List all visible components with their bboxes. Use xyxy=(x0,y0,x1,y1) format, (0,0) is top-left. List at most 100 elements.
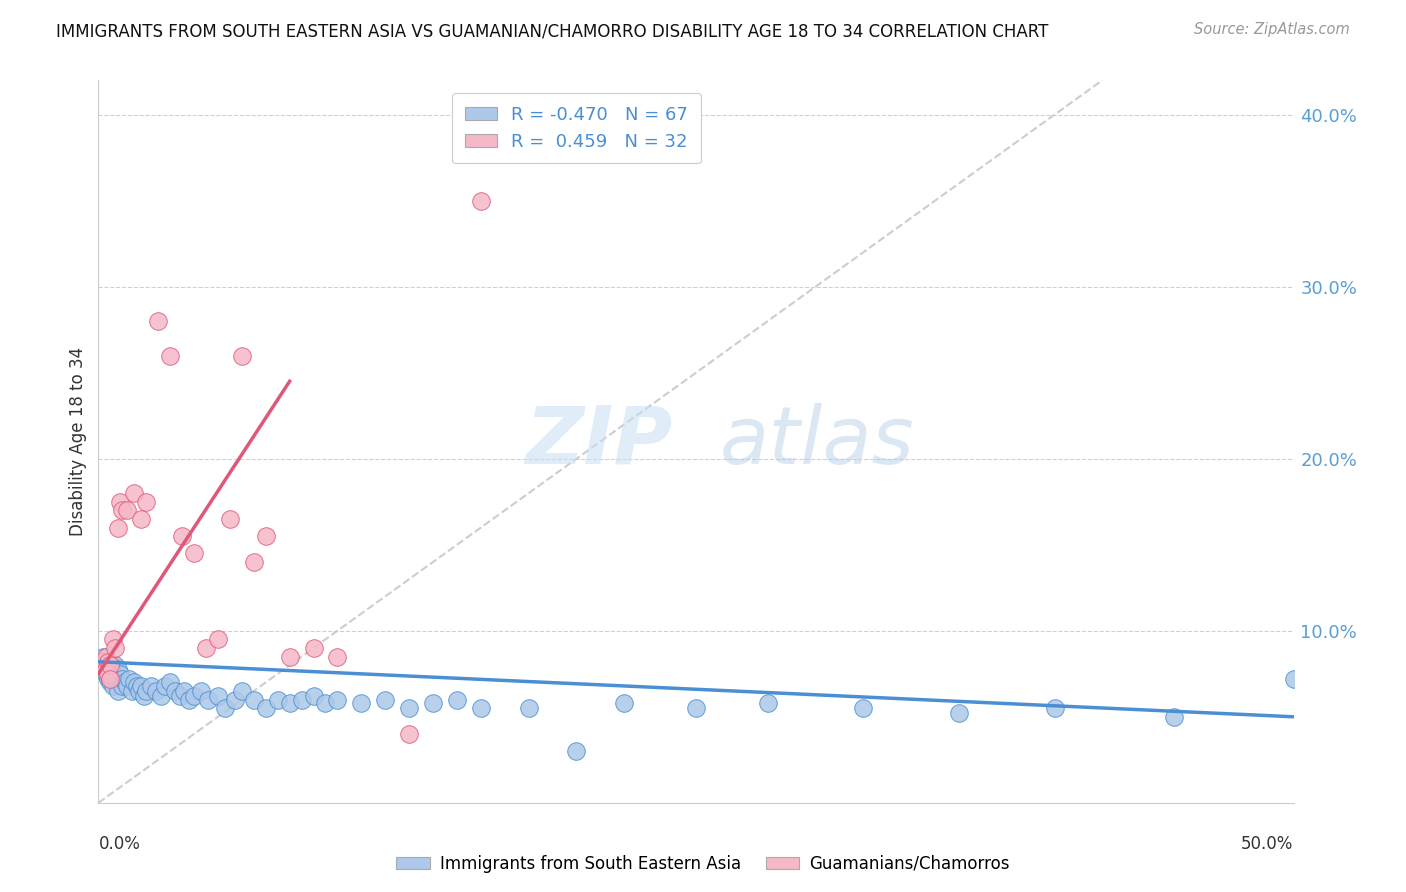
Point xyxy=(291,692,314,706)
Point xyxy=(104,640,127,655)
Point xyxy=(565,744,588,758)
Point xyxy=(470,701,492,715)
Point xyxy=(756,696,779,710)
Point xyxy=(173,684,195,698)
Point xyxy=(159,349,181,363)
Point xyxy=(125,679,148,693)
Point xyxy=(98,672,122,686)
Point xyxy=(124,675,146,690)
Point xyxy=(115,679,138,693)
Point xyxy=(183,546,205,560)
Point xyxy=(101,679,124,693)
Text: 0.0%: 0.0% xyxy=(98,835,141,854)
Point xyxy=(104,672,127,686)
Point xyxy=(278,649,301,664)
Point xyxy=(169,689,191,703)
Point xyxy=(422,696,444,710)
Legend: Immigrants from South Eastern Asia, Guamanians/Chamorros: Immigrants from South Eastern Asia, Guam… xyxy=(389,848,1017,880)
Point xyxy=(107,684,129,698)
Point xyxy=(94,662,117,676)
Point xyxy=(132,689,155,703)
Point xyxy=(114,675,136,690)
Text: atlas: atlas xyxy=(720,402,915,481)
Point xyxy=(398,701,420,715)
Point xyxy=(1282,672,1305,686)
Point xyxy=(149,689,172,703)
Point xyxy=(91,649,114,664)
Point xyxy=(139,679,162,693)
Point xyxy=(124,486,146,500)
Point xyxy=(315,696,337,710)
Point xyxy=(108,666,131,681)
Point xyxy=(111,672,134,686)
Point xyxy=(214,701,236,715)
Point xyxy=(118,672,141,686)
Point xyxy=(107,520,129,534)
Point xyxy=(398,727,420,741)
Point xyxy=(90,655,112,669)
Point xyxy=(148,314,170,328)
Point xyxy=(224,692,246,706)
Point xyxy=(131,512,153,526)
Point xyxy=(159,675,181,690)
Point xyxy=(1043,701,1066,715)
Point xyxy=(135,494,157,508)
Point xyxy=(94,662,117,676)
Point xyxy=(948,706,970,721)
Point xyxy=(107,662,129,676)
Point xyxy=(446,692,468,706)
Y-axis label: Disability Age 18 to 34: Disability Age 18 to 34 xyxy=(69,347,87,536)
Point xyxy=(111,679,134,693)
Point xyxy=(135,684,157,698)
Point xyxy=(97,655,120,669)
Point xyxy=(207,632,229,647)
Point xyxy=(219,512,242,526)
Point xyxy=(254,701,277,715)
Point xyxy=(197,692,219,706)
Text: ZIP: ZIP xyxy=(524,402,672,481)
Point xyxy=(104,658,127,673)
Point xyxy=(374,692,396,706)
Point xyxy=(183,689,205,703)
Point xyxy=(91,658,114,673)
Point xyxy=(685,701,707,715)
Point xyxy=(155,679,177,693)
Point xyxy=(101,632,124,647)
Point xyxy=(302,689,325,703)
Point xyxy=(108,494,131,508)
Point xyxy=(470,194,492,208)
Point xyxy=(94,649,117,664)
Point xyxy=(111,503,134,517)
Point xyxy=(1163,710,1185,724)
Point xyxy=(97,658,120,673)
Point xyxy=(195,640,218,655)
Point xyxy=(128,684,150,698)
Point xyxy=(613,696,636,710)
Text: Source: ZipAtlas.com: Source: ZipAtlas.com xyxy=(1194,22,1350,37)
Point xyxy=(517,701,540,715)
Point xyxy=(302,640,325,655)
Point xyxy=(852,701,875,715)
Point xyxy=(121,684,143,698)
Point xyxy=(145,684,167,698)
Point xyxy=(101,666,124,681)
Point xyxy=(97,672,120,686)
Point xyxy=(131,679,153,693)
Point xyxy=(115,503,138,517)
Point xyxy=(231,684,253,698)
Point xyxy=(207,689,229,703)
Legend: R = -0.470   N = 67, R =  0.459   N = 32: R = -0.470 N = 67, R = 0.459 N = 32 xyxy=(451,93,702,163)
Point xyxy=(350,696,373,710)
Point xyxy=(278,696,301,710)
Point xyxy=(163,684,186,698)
Point xyxy=(172,529,194,543)
Point xyxy=(254,529,277,543)
Point xyxy=(326,649,349,664)
Point xyxy=(231,349,253,363)
Point xyxy=(179,692,201,706)
Point xyxy=(90,655,112,669)
Point xyxy=(97,666,120,681)
Point xyxy=(190,684,212,698)
Text: 50.0%: 50.0% xyxy=(1241,835,1294,854)
Point xyxy=(98,675,122,690)
